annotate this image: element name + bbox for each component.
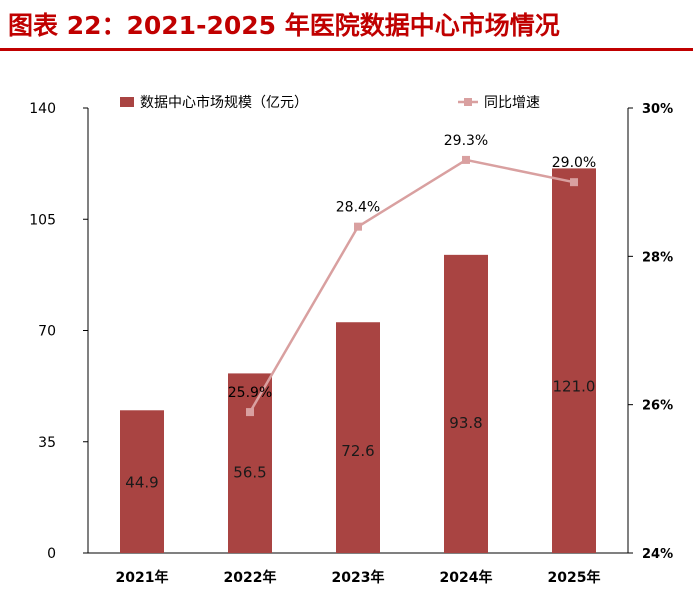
x-axis-category-label: 2021年 (116, 569, 169, 586)
x-axis-category-label: 2022年 (224, 569, 277, 586)
legend-bar-swatch (120, 97, 134, 107)
x-axis-category-label: 2023年 (332, 569, 385, 586)
bar-value-label: 121.0 (553, 377, 596, 395)
growth-line (248, 158, 575, 413)
legend-line-marker (464, 98, 472, 106)
bar-value-label: 72.6 (341, 442, 374, 460)
growth-marker (570, 178, 578, 187)
right-axis-tick-label: 26% (642, 399, 673, 414)
left-axis-tick-label: 0 (47, 546, 56, 562)
bar-value-label: 93.8 (449, 414, 482, 432)
bar (120, 410, 164, 553)
x-axis-category-label: 2025年 (548, 569, 601, 586)
right-axis-tick-label: 24% (642, 547, 673, 562)
growth-value-label: 29.0% (552, 155, 596, 171)
legend-bar-label: 数据中心市场规模（亿元） (140, 94, 308, 111)
bar-value-label: 56.5 (233, 464, 266, 482)
bar (228, 373, 272, 553)
growth-marker (354, 222, 362, 231)
right-axis-tick-label: 30% (642, 102, 673, 117)
left-axis-tick-label: 105 (29, 212, 56, 228)
growth-marker (246, 408, 254, 417)
bar-value-label: 44.9 (125, 473, 158, 491)
growth-value-label: 29.3% (444, 133, 488, 149)
bar (444, 254, 488, 553)
right-axis-tick-label: 28% (642, 250, 673, 265)
title-underline (0, 48, 693, 51)
left-axis-tick-label: 70 (38, 324, 56, 340)
growth-value-label: 25.9% (228, 385, 272, 401)
bar (336, 322, 380, 553)
bar (552, 168, 596, 553)
left-axis-tick-label: 35 (38, 435, 56, 451)
x-axis-category-label: 2024年 (440, 569, 493, 586)
growth-marker (462, 155, 470, 164)
legend-line-label: 同比增速 (484, 95, 540, 111)
growth-value-label: 28.4% (336, 200, 380, 216)
left-axis-tick-label: 140 (29, 101, 56, 117)
figure-title: 图表 22：2021-2025 年医院数据中心市场情况 (8, 11, 560, 40)
